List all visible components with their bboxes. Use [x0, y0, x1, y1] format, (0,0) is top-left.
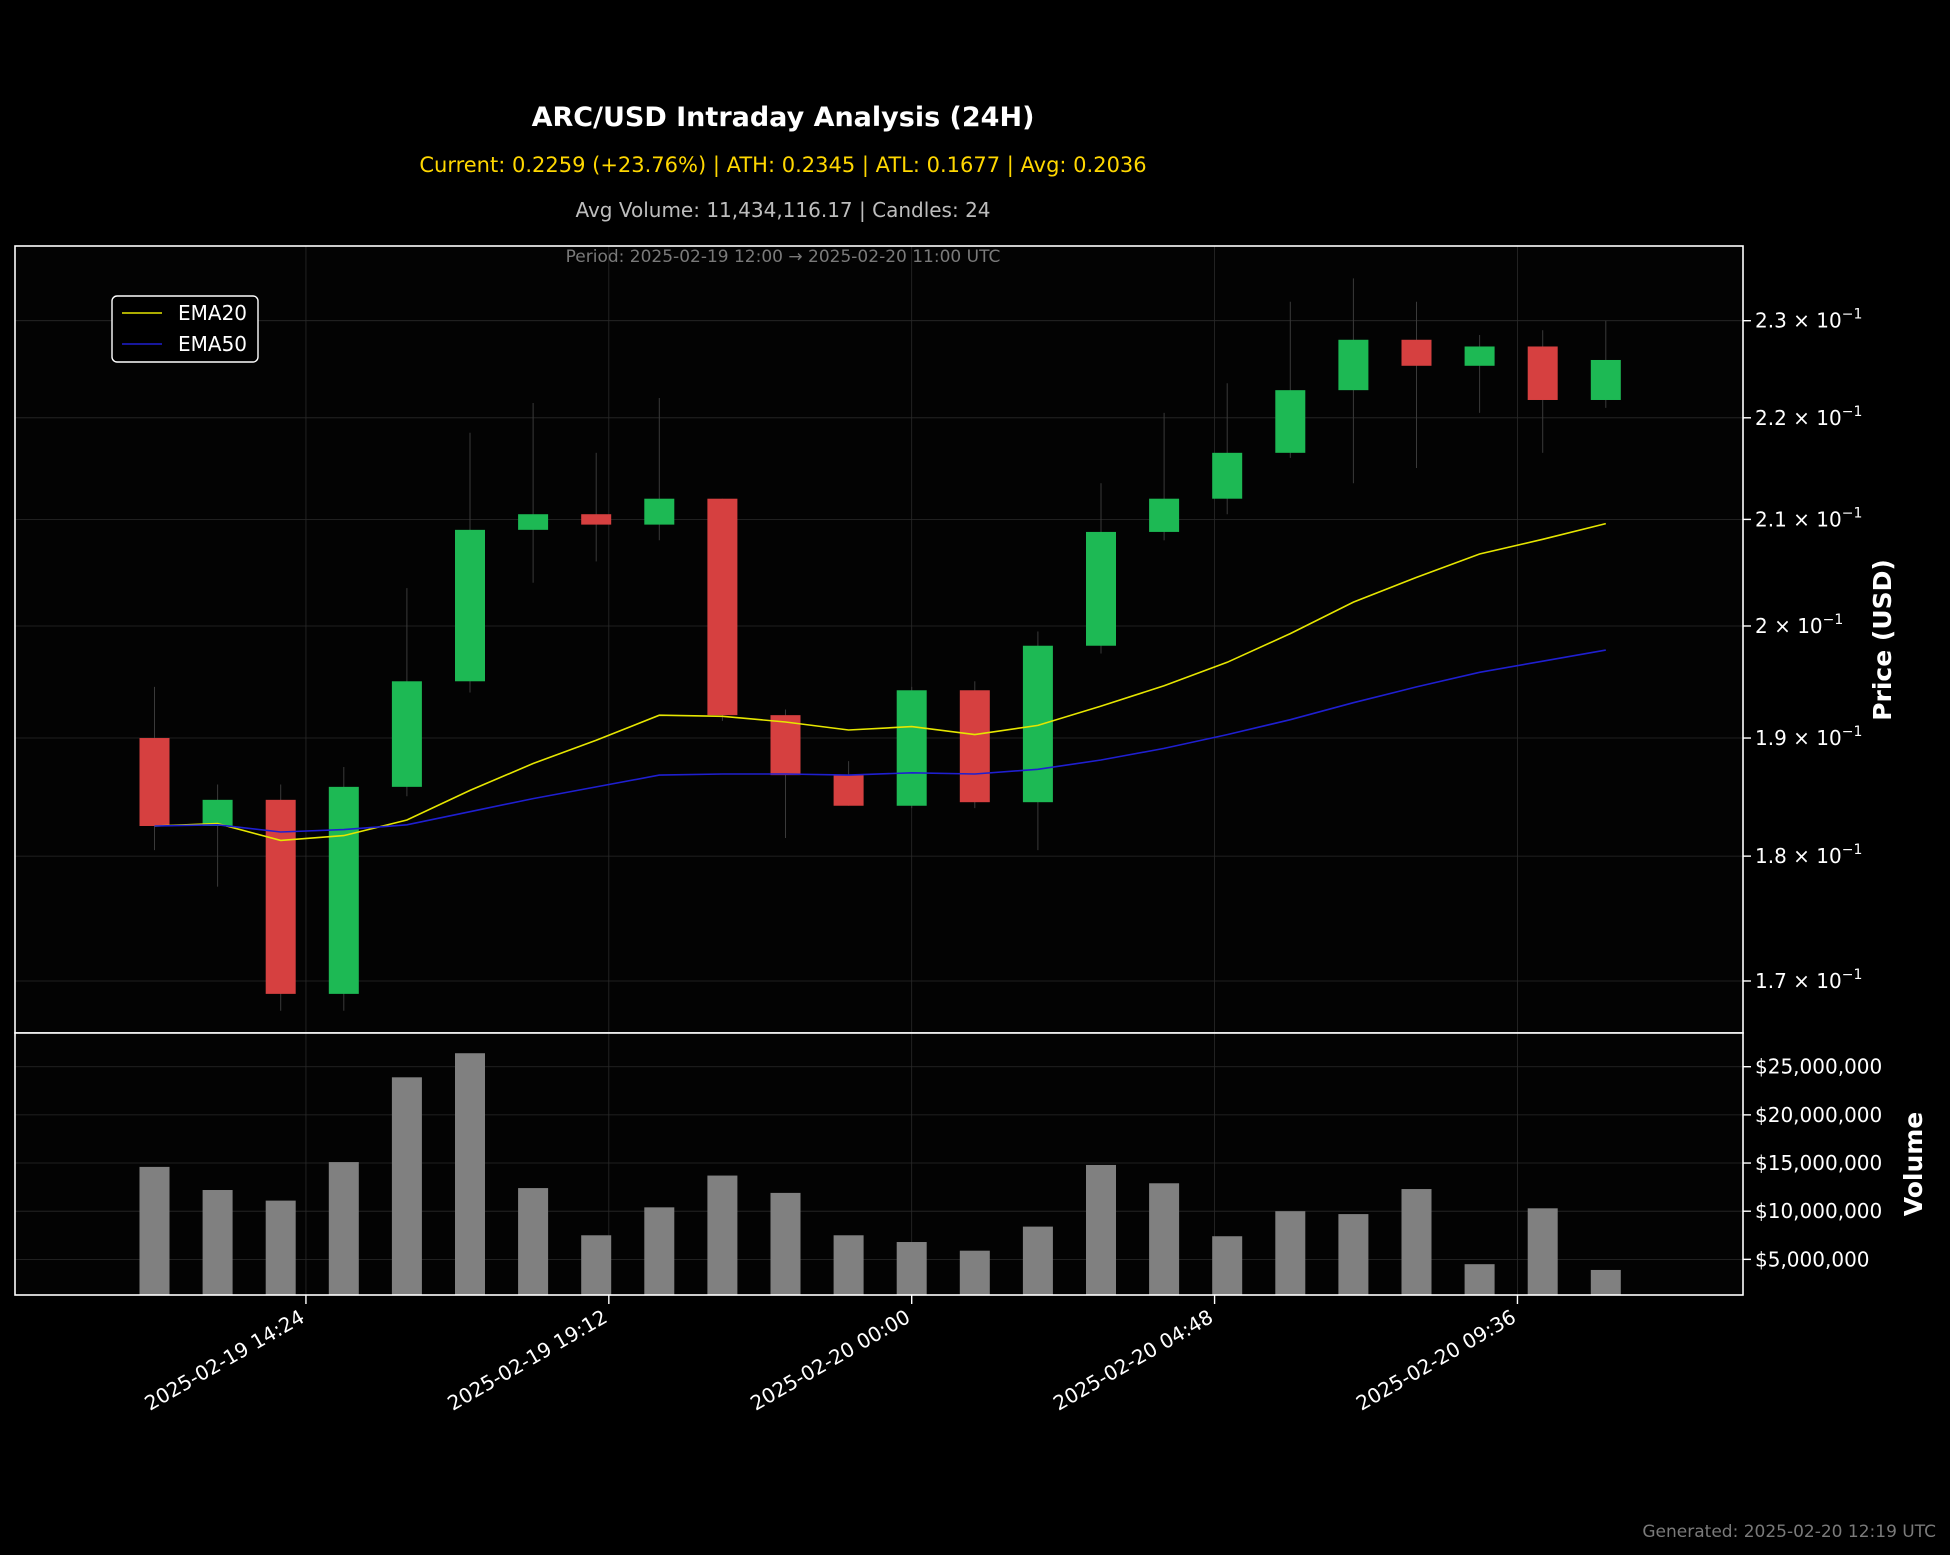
volume-bar — [265, 1200, 296, 1295]
legend: EMA20 EMA50 — [111, 295, 259, 363]
volume-bar — [328, 1162, 359, 1295]
candle-body-up — [391, 681, 422, 787]
candle-body-down — [265, 799, 296, 994]
volume-bar — [202, 1190, 233, 1295]
volume-bar — [896, 1242, 927, 1295]
volume-y-tick-label: $20,000,000 — [1755, 1103, 1882, 1127]
volume-bar — [1275, 1211, 1306, 1295]
volume-panel-background — [15, 1033, 1743, 1295]
legend-label-ema20: EMA20 — [178, 301, 247, 325]
price-grid — [15, 246, 1743, 1033]
volume-bar — [139, 1166, 170, 1295]
volume-y-tick-label: $15,000,000 — [1755, 1151, 1882, 1175]
volume-bars — [139, 1053, 1621, 1295]
candle-body-up — [328, 786, 359, 994]
period-line: Period: 2025-02-19 12:00 → 2025-02-20 11… — [566, 247, 1001, 267]
candle-body-up — [1275, 390, 1306, 453]
volume-bar — [1149, 1183, 1180, 1295]
candle-body-down — [959, 690, 990, 803]
candle-body-up — [1590, 359, 1621, 400]
ema50-line — [154, 649, 1606, 833]
volume-y-axis: $5,000,000 $10,000,000 $15,000,000 $20,000,… — [1743, 1055, 1882, 1271]
candle-body-up — [202, 799, 233, 827]
volume-grid — [15, 1033, 1743, 1295]
volume-bar — [1527, 1208, 1558, 1295]
legend-label-ema50: EMA50 — [178, 332, 247, 356]
candle-body-down — [581, 514, 612, 525]
volume-bar — [1464, 1264, 1495, 1295]
chart-title: ARC/USD Intraday Analysis (24H) — [532, 102, 1035, 133]
volume-y-tick-label: $10,000,000 — [1755, 1199, 1882, 1223]
volume-y-label: Volume — [1899, 1112, 1928, 1217]
candle-body-down — [1527, 346, 1558, 400]
volume-y-tick-label: $25,000,000 — [1755, 1055, 1882, 1079]
volume-bar — [581, 1235, 612, 1295]
chart-subtitle: Current: 0.2259 (+23.76%) | ATH: 0.2345 … — [419, 153, 1146, 178]
volume-bar — [455, 1053, 485, 1295]
volume-bar — [1590, 1269, 1621, 1295]
price-panel: 1.7 × 10−11.8 × 10−11.9 × 10−12 × 10−12.… — [14, 245, 1897, 1034]
volume-y-tick-label: $5,000,000 — [1755, 1247, 1870, 1271]
price-y-label: Price (USD) — [1868, 559, 1897, 721]
candle-body-up — [896, 690, 927, 806]
price-bodies — [139, 339, 1621, 994]
avg-volume-line: Avg Volume: 11,434,116.17 | Candles: 24 — [575, 198, 990, 222]
candle-body-up — [1212, 452, 1243, 499]
ema20-line — [154, 522, 1606, 842]
volume-bar — [1022, 1226, 1053, 1295]
candle-body-up — [1086, 531, 1116, 646]
volume-bar — [1401, 1189, 1432, 1295]
candle-body-up — [1464, 346, 1495, 366]
volume-bar — [833, 1235, 864, 1295]
candle-body-up — [1149, 498, 1180, 532]
candle-body-up — [1338, 339, 1369, 391]
volume-bar — [644, 1207, 675, 1295]
candle-body-up — [1022, 645, 1053, 803]
candle-body-down — [833, 775, 864, 806]
candle-body-down — [770, 715, 801, 776]
volume-bar — [391, 1077, 422, 1295]
volume-bar — [1338, 1214, 1369, 1295]
candle-body-down — [707, 498, 738, 716]
candle-body-up — [518, 514, 549, 530]
candle-body-down — [139, 738, 170, 827]
volume-bar — [518, 1188, 549, 1295]
candle-body-down — [1401, 339, 1432, 366]
candle-body-up — [644, 498, 675, 525]
candle-body-up — [455, 529, 485, 682]
footer-generated: Generated: 2025-02-20 12:19 UTC — [1642, 1522, 1936, 1542]
price-panel-background — [15, 246, 1743, 1033]
volume-bar — [1212, 1236, 1243, 1295]
volume-bar — [959, 1250, 990, 1295]
volume-panel: $5,000,000 $10,000,000 $15,000,000 $20,000,… — [14, 1032, 1928, 1296]
volume-bar — [707, 1175, 738, 1295]
volume-bar — [1086, 1164, 1116, 1295]
volume-panel-frame — [14, 1032, 1744, 1296]
volume-bar — [770, 1192, 801, 1295]
